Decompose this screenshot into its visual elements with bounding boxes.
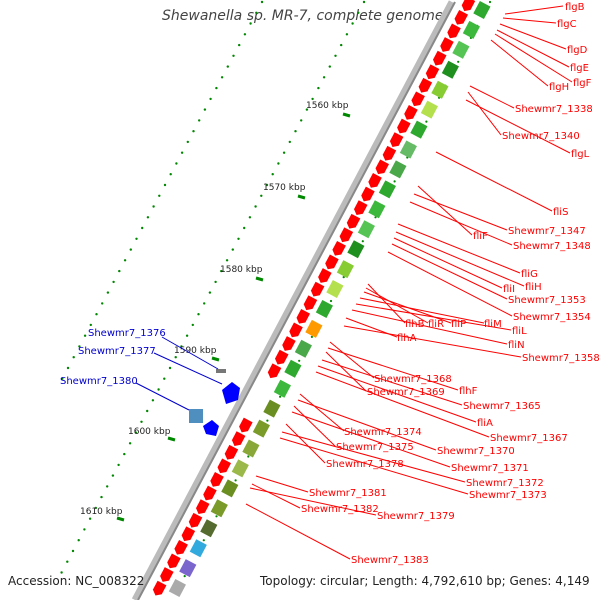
label-fliA[interactable]: fliA bbox=[477, 418, 493, 429]
label-fliI[interactable]: fliI bbox=[503, 284, 515, 295]
label-shewmr7-1379[interactable]: Shewmr7_1379 bbox=[377, 511, 455, 522]
tick-label-1610: 1610 kbp bbox=[80, 507, 123, 517]
label-fliG[interactable]: fliG bbox=[521, 269, 538, 280]
label-flhA[interactable]: flhA bbox=[397, 333, 417, 344]
label-flgH[interactable]: flgH bbox=[549, 82, 569, 93]
label-fliM[interactable]: fliM bbox=[484, 319, 502, 330]
label-fliL[interactable]: fliL bbox=[512, 326, 527, 337]
label-shewmr7-1353[interactable]: Shewmr7_1353 bbox=[508, 295, 586, 306]
label-shewmr7-1340[interactable]: Shewmr7_1340 bbox=[502, 131, 580, 142]
tick-label-1560: 1560 kbp bbox=[306, 101, 349, 111]
accession-text: Accession: NC_008322 bbox=[8, 574, 145, 588]
label-shewmr7-1365[interactable]: Shewmr7_1365 bbox=[463, 401, 541, 412]
label-flgE[interactable]: flgE bbox=[570, 63, 589, 74]
label-shewmr7-1348[interactable]: Shewmr7_1348 bbox=[513, 241, 591, 252]
label-flgL[interactable]: flgL bbox=[571, 149, 590, 160]
label-shewmr7-1383[interactable]: Shewmr7_1383 bbox=[351, 555, 429, 566]
guide-dots bbox=[60, 0, 492, 590]
red-label-lines bbox=[245, 5, 573, 560]
label-shewmr7-1354[interactable]: Shewmr7_1354 bbox=[513, 312, 591, 323]
feature-track-green bbox=[168, 1, 491, 597]
label-shewmr7-1374[interactable]: Shewmr7_1374 bbox=[344, 427, 422, 438]
genome-title: Shewanella sp. MR-7, complete genome bbox=[162, 8, 444, 24]
topology-text: Topology: circular; Length: 4,792,610 bp… bbox=[260, 574, 590, 588]
red-labels: flgB flgC flgD flgE flgF flgH Shewmr7_13… bbox=[301, 2, 600, 566]
label-flgB[interactable]: flgB bbox=[565, 2, 585, 13]
label-shewmr7-1358[interactable]: Shewmr7_1358 bbox=[522, 353, 600, 364]
gene-shewmr7-1377[interactable] bbox=[222, 382, 240, 404]
label-fliS[interactable]: fliS bbox=[553, 207, 568, 218]
label-shewmr7-1368[interactable]: Shewmr7_1368 bbox=[374, 374, 452, 385]
label-shewmr7-1367[interactable]: Shewmr7_1367 bbox=[490, 433, 568, 444]
label-flhF[interactable]: flhF bbox=[459, 386, 478, 397]
label-shewmr7-1377[interactable]: Shewmr7_1377 bbox=[78, 346, 156, 357]
label-fliR[interactable]: fliR bbox=[428, 319, 444, 330]
label-flgC[interactable]: flgC bbox=[557, 19, 577, 30]
label-fliP[interactable]: fliP bbox=[451, 319, 466, 330]
label-shewmr7-1375[interactable]: Shewmr7_1375 bbox=[336, 442, 414, 453]
label-shewmr7-1371[interactable]: Shewmr7_1371 bbox=[451, 463, 529, 474]
label-shewmr7-1378[interactable]: Shewmr7_1378 bbox=[326, 459, 404, 470]
tick-label-1570: 1570 kbp bbox=[263, 183, 306, 193]
label-shewmr7-1381[interactable]: Shewmr7_1381 bbox=[309, 488, 387, 499]
kbp-ticks: 1560 kbp 1570 kbp 1580 kbp 1590 kbp 1600… bbox=[80, 101, 351, 522]
label-shewmr7-1370[interactable]: Shewmr7_1370 bbox=[437, 446, 515, 457]
label-shewmr7-1382[interactable]: Shewmr7_1382 bbox=[301, 504, 379, 515]
label-fliF[interactable]: fliF bbox=[473, 231, 488, 242]
label-fliH[interactable]: fliH bbox=[525, 282, 542, 293]
tick-label-1590: 1590 kbp bbox=[174, 346, 217, 356]
tick-label-1580: 1580 kbp bbox=[220, 265, 263, 275]
label-shewmr7-1347[interactable]: Shewmr7_1347 bbox=[508, 226, 586, 237]
label-shewmr7-1376[interactable]: Shewmr7_1376 bbox=[88, 328, 166, 339]
label-fliN[interactable]: fliN bbox=[508, 340, 525, 351]
label-shewmr7-1380[interactable]: Shewmr7_1380 bbox=[60, 376, 138, 387]
tick-label-1600: 1600 kbp bbox=[128, 427, 171, 437]
label-flgF[interactable]: flgF bbox=[573, 78, 592, 89]
label-flgD[interactable]: flgD bbox=[567, 45, 588, 56]
genome-backbone bbox=[131, 0, 456, 600]
blue-labels: Shewmr7_1376 Shewmr7_1377 Shewmr7_1380 bbox=[60, 328, 223, 411]
label-shewmr7-1373[interactable]: Shewmr7_1373 bbox=[469, 490, 547, 501]
gene-track-red bbox=[152, 0, 476, 596]
gene-track-blue bbox=[189, 369, 240, 436]
label-shewmr7-1372[interactable]: Shewmr7_1372 bbox=[466, 478, 544, 489]
label-shewmr7-1369[interactable]: Shewmr7_1369 bbox=[367, 387, 445, 398]
gene-shewmr7-1380-a[interactable] bbox=[189, 409, 203, 423]
gene-shewmr7-1380[interactable] bbox=[203, 420, 219, 436]
label-flhB[interactable]: flhB bbox=[405, 319, 425, 330]
label-shewmr7-1338[interactable]: Shewmr7_1338 bbox=[515, 104, 593, 115]
gene-shewmr7-1376[interactable] bbox=[216, 369, 226, 373]
